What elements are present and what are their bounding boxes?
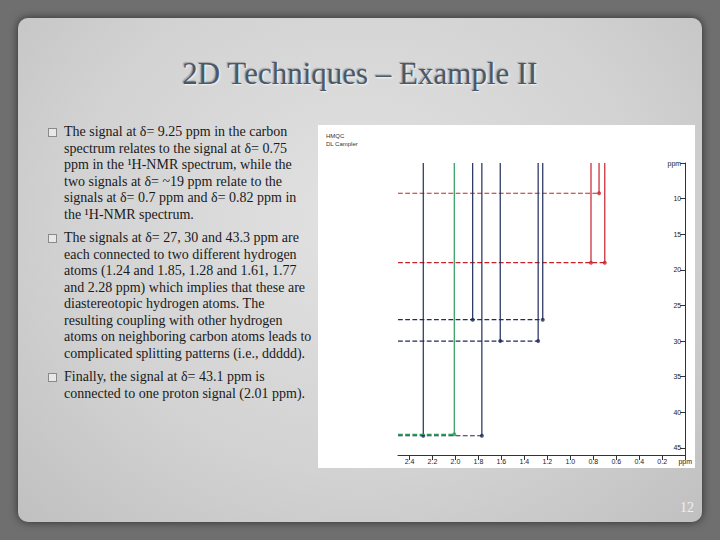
svg-text:0.8: 0.8 [588,458,598,465]
svg-text:1.2: 1.2 [542,458,552,465]
svg-text:1.6: 1.6 [497,458,507,465]
svg-text:25: 25 [673,302,681,309]
svg-text:1.0: 1.0 [565,458,575,465]
svg-text:0.4: 0.4 [634,458,644,465]
svg-text:ppm: ppm [668,160,682,168]
svg-text:0.6: 0.6 [611,458,621,465]
svg-text:10: 10 [673,195,681,202]
html-text:2D Techniques – Example II: 2D Techniques – Example II [182,56,538,91]
svg-text:1.8: 1.8 [474,458,484,465]
svg-text:2.2: 2.2 [428,458,438,465]
svg-text:20: 20 [673,266,681,273]
html-text:The signal at δ= 9.25 ppm in t: The signal at δ= 9.25 ppm in the carbon … [64,124,297,222]
svg-text:45: 45 [673,444,681,451]
svg-text:0.2: 0.2 [657,458,667,465]
svg-text:40: 40 [673,409,681,416]
svg-text:15: 15 [673,231,681,238]
html-text:Finally, the signal at δ= 43.1: Finally, the signal at δ= 43.1 ppm is co… [64,369,306,401]
svg-text:30: 30 [673,338,681,345]
svg-text:HMQC: HMQC [326,133,345,139]
svg-text:35: 35 [673,373,681,380]
html-text:12: 12 [680,500,694,515]
svg-text:ppm: ppm [678,458,692,466]
html-text:The signals at δ= 27, 30 and 4: The signals at δ= 27, 30 and 43.3 ppm ar… [64,230,312,361]
svg-text:2.4: 2.4 [405,458,415,465]
svg-text:DL Campler: DL Campler [326,141,358,147]
svg-text:1.4: 1.4 [519,458,529,465]
svg-text:2.0: 2.0 [451,458,461,465]
